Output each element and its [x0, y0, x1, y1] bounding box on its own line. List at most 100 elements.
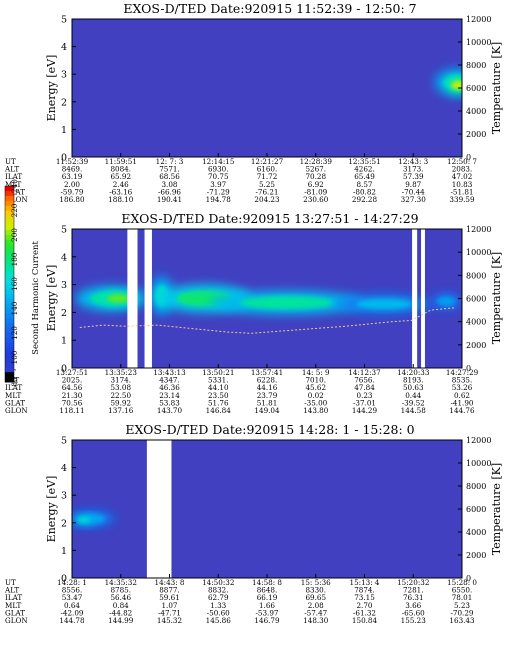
ephemeris-row-label: GLON — [5, 616, 28, 625]
panel-1-background — [72, 19, 462, 157]
y2-tick-label: 12000 — [466, 225, 491, 234]
ephemeris-cell: -41.90 — [450, 398, 473, 407]
ephemeris-cell: -39.52 — [402, 398, 425, 407]
ephemeris-cell: -57.47 — [304, 608, 327, 617]
y-tick-label: 4 — [61, 252, 67, 263]
ephemeris-cell: 327.30 — [401, 195, 427, 204]
panel-2-y2-ticks: 0 2000 4000 6000 8000 10000 12000 — [458, 225, 491, 373]
ephemeris-cell: 144.76 — [449, 406, 475, 415]
colorbar-tick-label: 140 — [10, 301, 19, 315]
ephemeris-cell: 47.02 — [452, 172, 473, 181]
y-tick-label: 0 — [61, 574, 67, 585]
ephemeris-cell: 44.10 — [208, 383, 229, 392]
ephemeris-cell: 65.49 — [354, 172, 375, 181]
colorbar-step — [5, 230, 14, 236]
y2-tick-label: 2000 — [466, 130, 486, 139]
ephemeris-cell: 204.23 — [254, 195, 280, 204]
ephemeris-cell: 143.80 — [303, 406, 329, 415]
ephemeris-cell: 12:50: 7 — [447, 157, 477, 166]
ephemeris-cell: 66.19 — [257, 593, 278, 602]
ephemeris-cell: 70.28 — [305, 172, 326, 181]
ephemeris-cell: -47.71 — [158, 608, 181, 617]
ephemeris-cell: 6.92 — [308, 180, 324, 189]
y-tick-label: 0 — [61, 364, 67, 375]
ephemeris-cell: -81.09 — [304, 187, 327, 196]
colorbar-step — [5, 225, 14, 231]
ephemeris-cell: -44.82 — [109, 608, 132, 617]
ephemeris-cell: 12: 7: 3 — [156, 157, 184, 166]
ephemeris-cell: 146.79 — [254, 616, 280, 625]
ephemeris-cell: 14:28: 1 — [57, 578, 87, 587]
colorbar-step — [5, 244, 14, 251]
ephemeris-cell: 0.44 — [405, 391, 421, 400]
ephemeris-cell: 14:43: 8 — [155, 578, 185, 587]
colorbar-step — [5, 342, 14, 349]
colorbar-step — [5, 220, 14, 226]
ephemeris-cell: 8.57 — [356, 180, 372, 189]
ephemeris-cell: 64.56 — [62, 383, 83, 392]
y2-tick-label: 8000 — [466, 271, 486, 280]
ephemeris-cell: 5267. — [305, 165, 326, 174]
ephemeris-cell: 15:28: 0 — [447, 578, 477, 587]
ephemeris-cell: 8535. — [452, 376, 473, 385]
ephemeris-cell: 70.75 — [208, 172, 229, 181]
ephemeris-cell: -70.29 — [450, 608, 473, 617]
colorbar-step — [5, 264, 14, 270]
colorbar-step — [5, 269, 14, 275]
ephemeris-cell: -42.09 — [60, 608, 83, 617]
ephemeris-cell: 7281. — [403, 586, 424, 595]
ephemeris-cell: 11:52:39 — [56, 157, 89, 166]
ephemeris-cell: 57.39 — [403, 172, 424, 181]
ephemeris-cell: 1.66 — [259, 601, 275, 610]
ephemeris-row-label: UT — [5, 578, 16, 587]
colorbar-step — [5, 337, 14, 344]
colorbar-step — [5, 288, 14, 295]
data-gap — [412, 229, 418, 368]
hot-spot-core — [239, 296, 334, 310]
ephemeris-cell: 13:50:21 — [202, 368, 234, 377]
ephemeris-cell: 2.70 — [356, 601, 372, 610]
ephemeris-cell: -66.96 — [158, 187, 181, 196]
ephemeris-cell: -35.00 — [304, 398, 327, 407]
colorbar-step — [5, 293, 14, 300]
y2-tick-label: 4000 — [466, 318, 486, 327]
ephemeris-cell: 12:28:39 — [300, 157, 333, 166]
ephemeris-cell: 3174. — [110, 376, 131, 385]
ephemeris-cell: -63.16 — [109, 187, 132, 196]
ephemeris-cell: 8877. — [159, 586, 180, 595]
panel-2-heatmap — [72, 229, 462, 368]
ephemeris-cell: -53.97 — [255, 608, 278, 617]
y2-tick-label: 4000 — [466, 107, 486, 116]
ephemeris-cell: 190.41 — [157, 195, 182, 204]
colorbar-step — [5, 367, 14, 373]
ephemeris-row-label: MLT — [5, 601, 22, 610]
ephemeris-cell: 4347. — [159, 376, 180, 385]
ephemeris-cell: 73.15 — [354, 593, 375, 602]
ephemeris-cell: 6228. — [257, 376, 278, 385]
ephemeris-cell: 62.79 — [208, 593, 229, 602]
colorbar-step — [5, 274, 14, 280]
colorbar-step — [5, 239, 14, 246]
ephemeris-cell: 12:43: 3 — [398, 157, 428, 166]
ephemeris-cell: 148.30 — [303, 616, 329, 625]
y-tick-label: 2 — [61, 97, 67, 108]
ephemeris-cell: 1.07 — [161, 601, 177, 610]
panel-2-ephemeris: UTALTILATMLTGLATGLON13:27:512025.64.5621… — [4, 364, 479, 415]
ephemeris-cell: 53.83 — [159, 398, 180, 407]
ephemeris-row-label: ALT — [4, 165, 19, 174]
ephemeris-cell: 0.23 — [356, 391, 372, 400]
colorbar: 80 100 120 140 160 180 200 220 240 Second Harmon… — [4, 179, 41, 387]
colorbar-step — [5, 328, 14, 334]
ephemeris-cell: 8785. — [110, 586, 131, 595]
ephemeris-cell: 14:35:32 — [105, 578, 137, 587]
ephemeris-cell: 11:59:51 — [105, 157, 137, 166]
colorbar-tick-label: 100 — [10, 350, 19, 364]
y2-tick-label: 8000 — [466, 61, 486, 70]
data-gap — [146, 440, 172, 578]
colorbar-step — [5, 308, 14, 314]
ephemeris-cell: 46.36 — [159, 383, 180, 392]
colorbar-frame — [4, 185, 15, 383]
ephemeris-row-label: UT — [5, 157, 16, 166]
ephemeris-cell: -50.60 — [207, 608, 230, 617]
y-tick-label: 4 — [61, 42, 67, 53]
